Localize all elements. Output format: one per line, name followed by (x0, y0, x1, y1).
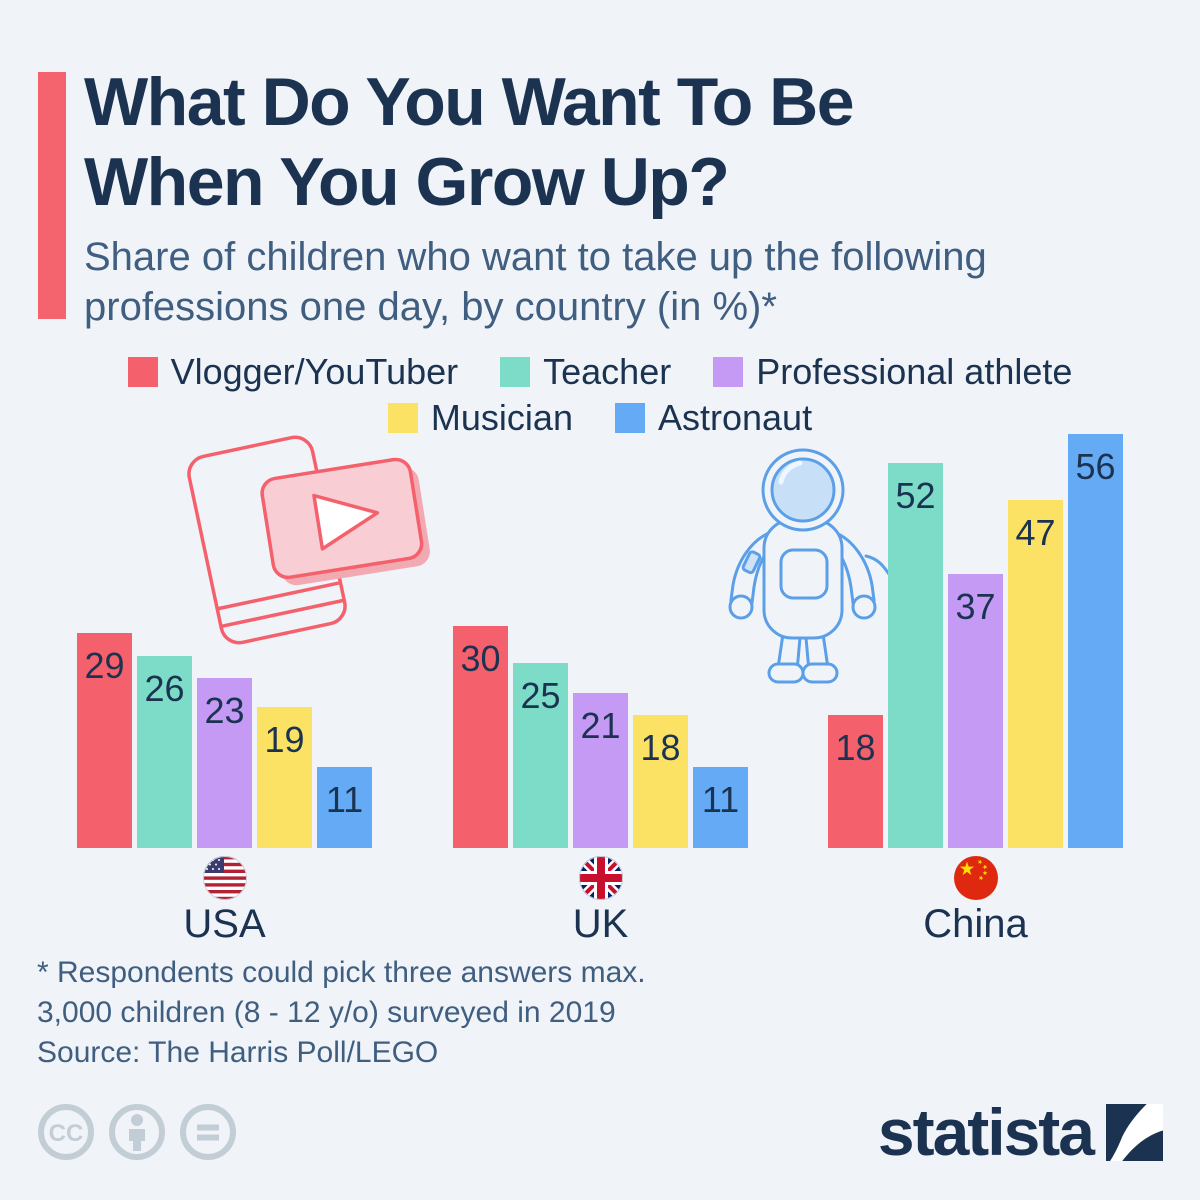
bar-value-label: 29 (84, 645, 125, 686)
bar-value-label: 23 (204, 690, 245, 731)
bar-value-label: 25 (520, 675, 561, 716)
bars-uk: 30 25 21 18 11 (453, 626, 748, 848)
chart-legend: Vlogger/YouTuber Teacher Professional athl… (0, 351, 1200, 439)
bar-uk-professional-athlete: 21 (573, 693, 628, 848)
statista-logo: statista (878, 1099, 1163, 1165)
bar-value-label: 37 (955, 586, 996, 627)
bar-value-label: 19 (264, 719, 305, 760)
bar-uk-musician: 18 (633, 715, 688, 848)
bar-value-label: 47 (1015, 512, 1056, 553)
subtitle-line-1: Share of children who want to take up th… (84, 235, 987, 279)
legend-swatch-vlogger-youtuber (127, 357, 158, 387)
bar-uk-teacher: 25 (513, 663, 568, 848)
footer-bar: CC statista (37, 1099, 1163, 1165)
footnote: * Respondents could pick three answers m… (37, 953, 646, 1033)
bar-china-professional-athlete: 37 (948, 574, 1003, 848)
bar-usa-vlogger-youtuber: 29 (77, 633, 132, 848)
legend-item-musician: Musician (387, 397, 573, 439)
smartphone-youtube-illustration (187, 435, 430, 645)
country-group-uk: 30 25 21 18 11 UK (453, 434, 748, 946)
country-group-china: 18 52 37 47 56 China (828, 434, 1123, 946)
bars-china: 18 52 37 47 56 (828, 434, 1123, 848)
subtitle-line-2: professions one day, by country (in %)* (84, 285, 777, 329)
bar-china-astronaut: 56 (1068, 434, 1123, 848)
license-icons: CC (37, 1103, 237, 1161)
no-derivatives-icon (180, 1104, 236, 1160)
source-text: Source: The Harris Poll/LEGO (37, 1036, 439, 1069)
country-label-usa: USA (183, 902, 266, 946)
bar-value-label: 26 (144, 668, 185, 709)
legend-swatch-teacher (500, 357, 531, 387)
bar-value-label: 11 (325, 779, 364, 820)
bars-usa: 29 26 23 19 11 (77, 633, 372, 848)
bar-value-label: 11 (701, 779, 740, 820)
bar-value-label: 52 (895, 475, 936, 516)
statista-swoosh-icon (1106, 1103, 1163, 1161)
title-line-1: What Do You Want To Be (84, 64, 855, 140)
page-title: What Do You Want To Be When You Grow Up? (84, 62, 855, 222)
bar-value-label: 18 (640, 727, 681, 768)
bar-uk-astronaut: 11 (693, 767, 748, 848)
country-group-usa: 29 26 23 19 11 (77, 434, 372, 946)
bar-value-label: 21 (580, 705, 621, 746)
cc-icon: CC (38, 1104, 94, 1160)
legend-swatch-musician (387, 403, 418, 433)
bar-chart: 29 26 23 19 11 (0, 434, 1200, 946)
statista-wordmark: statista (877, 1095, 1095, 1169)
footnote-line-2: 3,000 children (8 - 12 y/o) surveyed in … (37, 996, 616, 1029)
uk-flag-icon (578, 856, 623, 900)
page-subtitle: Share of children who want to take up th… (84, 232, 987, 332)
legend-item-vlogger-youtuber: Vlogger/YouTuber (127, 351, 459, 393)
attribution-icon (109, 1104, 165, 1160)
country-label-china: China (923, 902, 1028, 946)
china-flag-icon (953, 856, 998, 900)
bar-usa-musician: 19 (257, 707, 312, 848)
bar-value-label: 18 (835, 727, 876, 768)
bar-uk-vlogger-youtuber: 30 (453, 626, 508, 848)
astronaut-illustration (728, 448, 913, 684)
legend-label: Musician (430, 397, 573, 438)
country-label-uk: UK (572, 902, 629, 946)
bar-china-vlogger-youtuber: 18 (828, 715, 883, 848)
legend-item-astronaut: Astronaut (614, 397, 813, 439)
footnote-line-1: * Respondents could pick three answers m… (37, 956, 646, 989)
bar-china-teacher: 52 (888, 463, 943, 848)
bar-china-musician: 47 (1008, 500, 1063, 848)
legend-row-1: Vlogger/YouTuber Teacher Professional athl… (0, 351, 1200, 393)
bar-usa-teacher: 26 (137, 656, 192, 848)
bar-value-label: 30 (460, 638, 501, 679)
legend-swatch-astronaut (614, 403, 645, 433)
usa-flag-icon (202, 856, 247, 900)
title-line-2: When You Grow Up? (84, 144, 730, 220)
bar-usa-professional-athlete: 23 (197, 678, 252, 848)
legend-swatch-professional-athlete (713, 357, 744, 387)
bar-usa-astronaut: 11 (317, 767, 372, 848)
legend-row-2: Musician Astronaut (0, 397, 1200, 439)
legend-label: Astronaut (657, 397, 813, 438)
bar-value-label: 56 (1075, 446, 1116, 487)
accent-bar (38, 72, 66, 319)
legend-item-teacher: Teacher (500, 351, 671, 393)
legend-label: Vlogger/YouTuber (170, 351, 459, 392)
legend-label: Professional athlete (756, 351, 1073, 392)
legend-label: Teacher (543, 351, 672, 392)
svg-text:CC: CC (49, 1120, 84, 1147)
legend-item-professional-athlete: Professional athlete (713, 351, 1072, 393)
